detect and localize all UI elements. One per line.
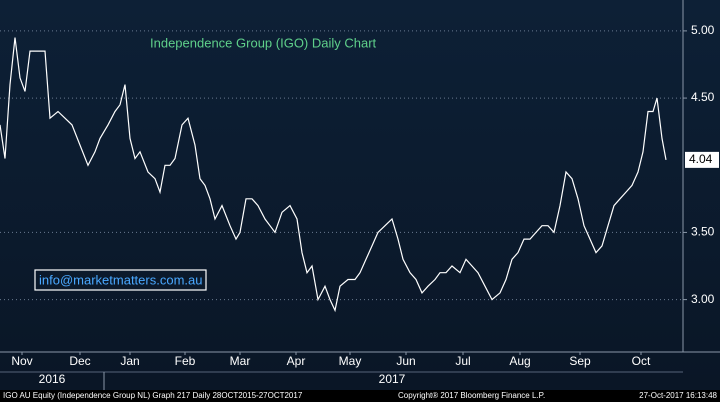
x-tick-label: Nov: [11, 354, 32, 368]
footer-left: IGO AU Equity (Independence Group NL) Gr…: [3, 391, 303, 400]
last-price-label: 4.04: [689, 152, 713, 166]
last-price-box: [685, 151, 719, 168]
chart-title: Independence Group (IGO) Daily Chart: [150, 35, 377, 50]
y-tick-label: 3.50: [691, 225, 715, 239]
y-tick-label: 4.50: [691, 90, 715, 104]
background: [0, 0, 720, 390]
footer-center: Copyright® 2017 Bloomberg Finance L.P.: [398, 391, 545, 400]
x-tick-label: Oct: [632, 354, 651, 368]
year-label: 2017: [379, 372, 406, 386]
x-tick-label: Mar: [230, 354, 251, 368]
annotation: info@marketmatters.com.au: [39, 272, 202, 287]
x-tick-label: Sep: [569, 354, 591, 368]
x-tick-label: Jan: [120, 354, 139, 368]
annotation-box: [34, 269, 207, 291]
x-tick-label: Dec: [69, 354, 90, 368]
x-tick-label: Jul: [455, 354, 470, 368]
x-tick-label: Aug: [509, 354, 530, 368]
price-line: [0, 37, 667, 313]
x-tick-label: Apr: [287, 354, 306, 368]
x-tick-label: Feb: [175, 354, 196, 368]
x-tick-label: May: [339, 354, 362, 368]
footer-bar: [0, 390, 720, 402]
y-tick-label: 3.00: [691, 292, 715, 306]
footer-right: 27-Oct-2017 16:13:48: [639, 391, 717, 400]
y-tick-label: 5.00: [691, 23, 715, 37]
year-label: 2016: [39, 372, 66, 386]
x-tick-label: Jun: [396, 354, 415, 368]
